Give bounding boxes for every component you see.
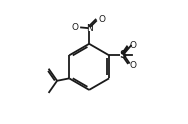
Text: O: O	[130, 41, 137, 50]
Text: N: N	[86, 24, 92, 33]
Text: O: O	[72, 23, 79, 32]
Text: S: S	[119, 50, 126, 60]
Text: O: O	[130, 61, 137, 70]
Text: O: O	[99, 15, 106, 24]
